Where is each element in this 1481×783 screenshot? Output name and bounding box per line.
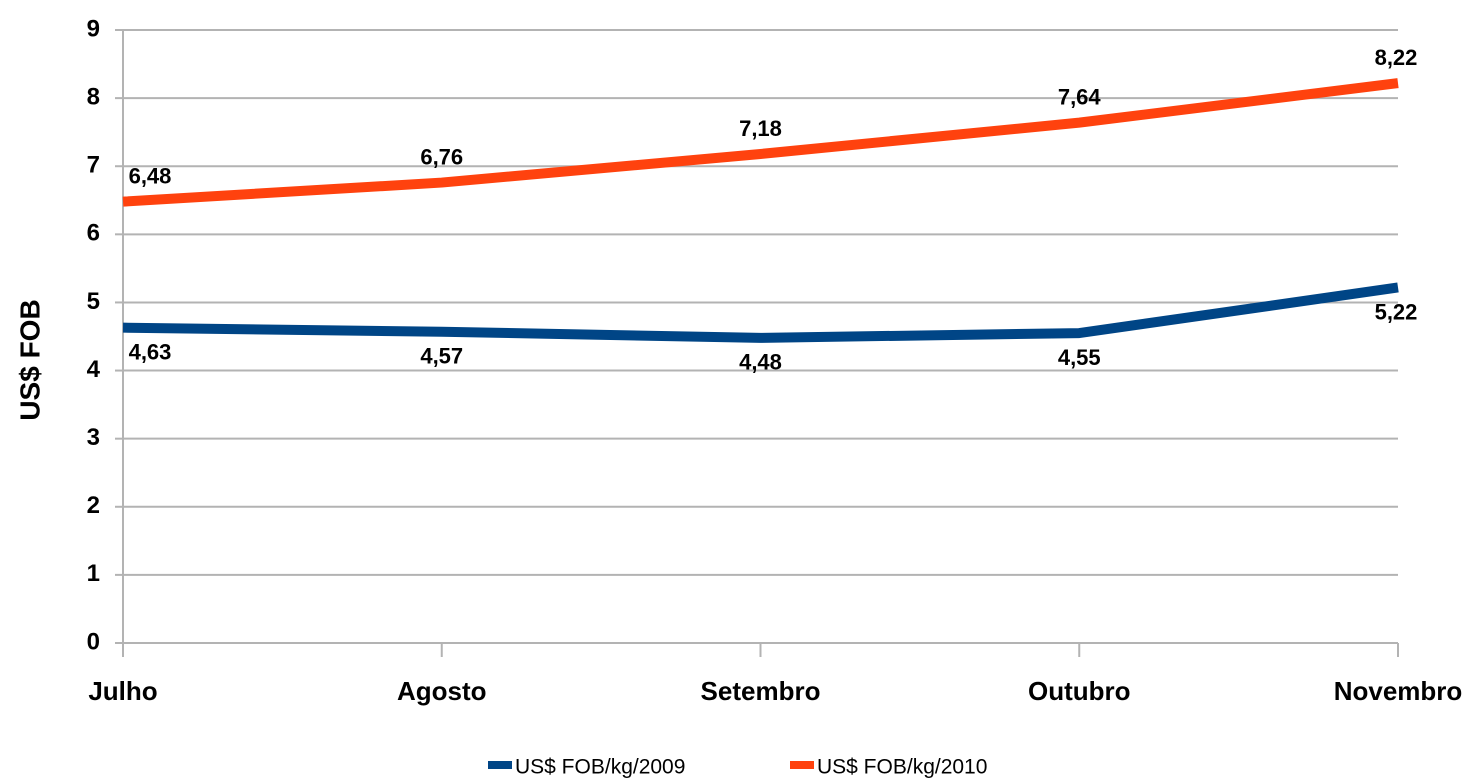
series-line (122, 282, 1399, 343)
data-label: 7,64 (1058, 84, 1102, 109)
legend-label: US$ FOB/kg/2010 (817, 756, 987, 779)
y-tick-label: 3 (87, 424, 100, 451)
y-axis-label: US$ FOB (14, 299, 45, 420)
x-tick-label: Outubro (1028, 676, 1131, 706)
x-tick-label: Julho (88, 676, 157, 706)
y-tick-label: 5 (87, 288, 100, 315)
x-tick-label: Setembro (701, 676, 821, 706)
legend-label: US$ FOB/kg/2009 (515, 756, 685, 779)
y-tick-label: 1 (87, 560, 100, 587)
x-tick-label: Novembro (1334, 676, 1463, 706)
data-label: 6,76 (420, 144, 463, 169)
x-tick-label: Agosto (397, 676, 487, 706)
data-label: 7,18 (739, 116, 782, 141)
y-tick-label: 0 (87, 628, 100, 655)
y-tick-label: 2 (87, 492, 100, 519)
data-label: 4,55 (1058, 345, 1101, 370)
data-label: 8,22 (1375, 45, 1418, 70)
data-label: 6,48 (129, 163, 172, 188)
data-label: 4,63 (129, 339, 172, 364)
data-label: 5,22 (1375, 299, 1418, 324)
series-line (122, 78, 1399, 207)
data-label: 4,57 (420, 344, 463, 369)
y-tick-label: 4 (87, 356, 101, 383)
y-tick-label: 7 (87, 152, 100, 179)
y-tick-label: 9 (87, 15, 100, 42)
data-label: 4,48 (739, 350, 782, 375)
y-tick-label: 8 (87, 83, 100, 110)
y-tick-label: 6 (87, 220, 100, 247)
